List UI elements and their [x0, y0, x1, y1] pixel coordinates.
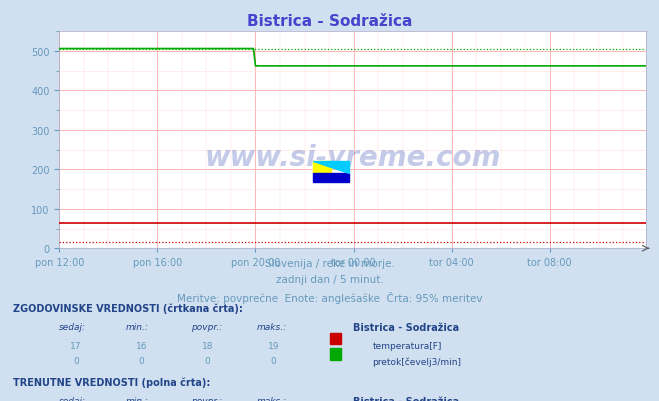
Text: min.:: min.: — [125, 322, 148, 331]
Text: Bistrica - Sodražica: Bistrica - Sodražica — [353, 396, 459, 401]
Text: Meritve: povprečne  Enote: anglešaške  Črta: 95% meritev: Meritve: povprečne Enote: anglešaške Črt… — [177, 292, 482, 304]
Text: 18: 18 — [202, 341, 214, 350]
Text: 0: 0 — [271, 356, 276, 365]
Text: maks.:: maks.: — [257, 396, 287, 401]
Text: www.si-vreme.com: www.si-vreme.com — [204, 144, 501, 172]
Text: povpr.:: povpr.: — [191, 396, 222, 401]
Text: sedaj:: sedaj: — [59, 396, 86, 401]
Text: ZGODOVINSKE VREDNOSTI (črtkana črta):: ZGODOVINSKE VREDNOSTI (črtkana črta): — [13, 303, 243, 313]
Bar — [313, 174, 349, 183]
Text: maks.:: maks.: — [257, 322, 287, 331]
Text: Slovenija / reke in morje.: Slovenija / reke in morje. — [264, 259, 395, 269]
Text: 0: 0 — [73, 356, 78, 365]
Text: povpr.:: povpr.: — [191, 322, 222, 331]
Text: Bistrica - Sodražica: Bistrica - Sodražica — [353, 322, 459, 332]
Text: 17: 17 — [70, 341, 82, 350]
Text: TRENUTNE VREDNOSTI (polna črta):: TRENUTNE VREDNOSTI (polna črta): — [13, 377, 211, 387]
Text: 0: 0 — [205, 356, 210, 365]
Polygon shape — [313, 162, 349, 174]
Text: 0: 0 — [139, 356, 144, 365]
Text: pretok[čevelj3/min]: pretok[čevelj3/min] — [372, 356, 461, 366]
Text: min.:: min.: — [125, 396, 148, 401]
Text: zadnji dan / 5 minut.: zadnji dan / 5 minut. — [275, 275, 384, 285]
Text: Bistrica - Sodražica: Bistrica - Sodražica — [247, 14, 412, 29]
Text: sedaj:: sedaj: — [59, 322, 86, 331]
Text: 16: 16 — [136, 341, 148, 350]
Bar — [313, 162, 331, 174]
Text: 19: 19 — [268, 341, 279, 350]
Text: temperatura[F]: temperatura[F] — [372, 341, 442, 350]
